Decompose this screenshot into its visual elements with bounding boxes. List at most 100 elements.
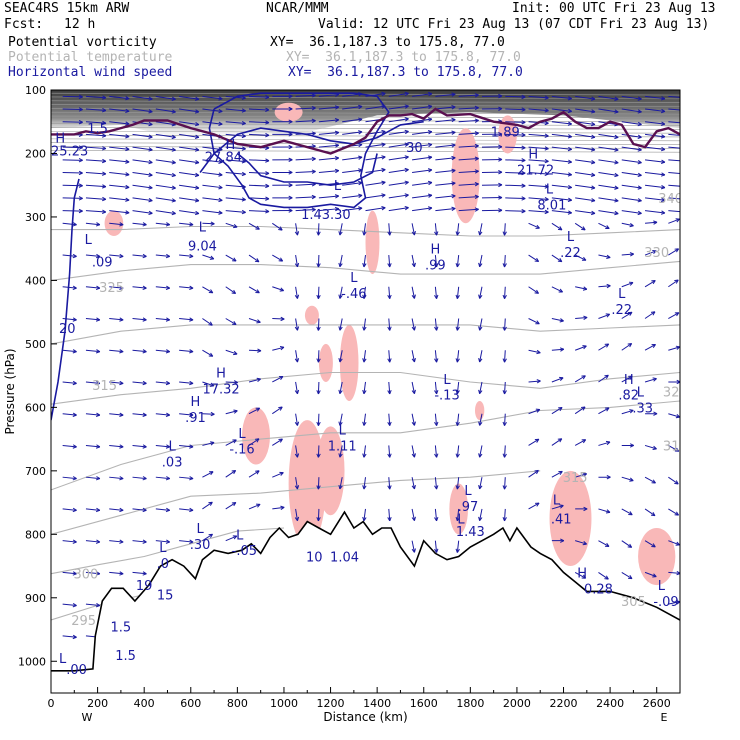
- wind-vector: [248, 108, 270, 111]
- high-pv-patch: [318, 343, 333, 382]
- wind-vector-head: [498, 170, 503, 175]
- wind-vector-head: [567, 159, 573, 164]
- wind-vector-head: [241, 197, 246, 202]
- wind-vector: [434, 254, 438, 268]
- isentrope-310: [51, 400, 680, 491]
- contour-label: 340: [658, 192, 683, 207]
- wind-vector-head: [142, 349, 147, 354]
- wind-vector: [668, 476, 679, 485]
- x-tick-label: 800: [227, 697, 248, 710]
- wind-vector: [317, 477, 320, 490]
- wind-vector: [363, 350, 366, 363]
- wind-vector: [645, 221, 658, 224]
- wind-vector: [179, 146, 199, 151]
- wind-vector-head: [165, 539, 171, 544]
- wind-vector-head: [404, 167, 409, 173]
- wind-vector: [202, 159, 223, 163]
- wind-vector: [388, 105, 409, 110]
- wind-vector: [551, 121, 572, 125]
- high-pv-patch: [339, 324, 359, 402]
- wind-vector: [388, 156, 409, 161]
- high-pv-patch: [304, 305, 319, 325]
- contour-label: 8.01: [537, 198, 566, 213]
- wind-vector: [62, 571, 77, 575]
- wind-vector-head: [544, 184, 549, 189]
- wind-vector: [85, 184, 106, 188]
- wind-vector: [179, 444, 194, 448]
- wind-vector-head: [685, 159, 689, 162]
- wind-vector: [528, 502, 540, 510]
- wind-vector: [202, 501, 213, 510]
- wind-vector-head: [581, 226, 586, 231]
- wind-vector: [179, 540, 194, 543]
- wind-vector-head: [521, 120, 526, 125]
- wind-vector: [644, 571, 657, 578]
- wind-vector-head: [72, 285, 77, 291]
- wind-vector: [668, 508, 679, 516]
- upper-isentrope-line: [51, 108, 680, 111]
- wind-vector-head: [651, 543, 656, 548]
- wind-vector: [411, 477, 415, 490]
- contour-label: H: [577, 566, 587, 581]
- wind-vector: [132, 95, 153, 100]
- wind-vector-head: [265, 133, 270, 138]
- wind-vector: [505, 210, 526, 212]
- wind-vector: [318, 157, 339, 161]
- west-label: W: [82, 711, 93, 724]
- wind-vector-head: [427, 193, 433, 198]
- wind-vector-head: [119, 317, 124, 322]
- contour-label: -.16: [229, 443, 254, 458]
- wind-vector: [598, 184, 619, 189]
- wind-vector-head: [78, 183, 83, 188]
- wind-vector: [411, 254, 415, 267]
- contour-label: L: [553, 493, 561, 508]
- wind-vector-head: [637, 96, 642, 101]
- wind-vector-head: [72, 507, 77, 513]
- wind-vector-head: [208, 501, 213, 506]
- wind-vector-head: [404, 155, 409, 160]
- wind-vector: [551, 286, 563, 293]
- wind-vector: [155, 476, 170, 480]
- wind-vector: [317, 413, 320, 426]
- wind-vector: [575, 210, 596, 214]
- wind-vector-head: [125, 96, 130, 101]
- wind-vector: [411, 381, 415, 394]
- wind-vector: [225, 121, 246, 125]
- wind-vector: [598, 313, 610, 319]
- wind-vector: [155, 254, 170, 257]
- wind-vector: [644, 121, 665, 125]
- wind-vector-head: [478, 484, 483, 490]
- wind-vector-head: [142, 571, 147, 576]
- wind-vector-head: [614, 147, 619, 152]
- wind-vector-head: [653, 220, 658, 225]
- wind-vector: [225, 222, 238, 228]
- wind-vector-head: [685, 172, 689, 175]
- contour-label: 1.5: [87, 122, 108, 137]
- high-pv-patch: [638, 527, 676, 586]
- wind-vector: [458, 107, 479, 110]
- wind-vector-head: [628, 511, 633, 516]
- wind-vector-head: [535, 408, 541, 413]
- wind-vector-head: [255, 470, 260, 475]
- wind-vector-head: [521, 94, 526, 100]
- wind-vector-head: [95, 476, 101, 481]
- contour-label: L: [350, 271, 358, 286]
- wind-vector: [456, 318, 460, 331]
- wind-vector-head: [582, 541, 588, 546]
- wind-vector-head: [614, 172, 619, 178]
- wind-vector-head: [660, 96, 666, 101]
- contour-label: L: [339, 424, 347, 439]
- wind-vector: [179, 133, 199, 138]
- wind-vector-head: [189, 285, 194, 291]
- wind-vector: [388, 508, 391, 521]
- wind-vector-head: [567, 184, 573, 190]
- wind-vector-head: [591, 96, 596, 101]
- wind-speed-contour-20: [208, 92, 390, 209]
- wind-vector: [479, 254, 483, 267]
- wind-vector: [295, 158, 316, 161]
- wind-vector-head: [316, 231, 321, 236]
- wind-vector: [318, 170, 339, 174]
- wind-vector-head: [294, 485, 300, 490]
- wind-vector: [551, 470, 563, 478]
- wind-vector-head: [210, 441, 215, 446]
